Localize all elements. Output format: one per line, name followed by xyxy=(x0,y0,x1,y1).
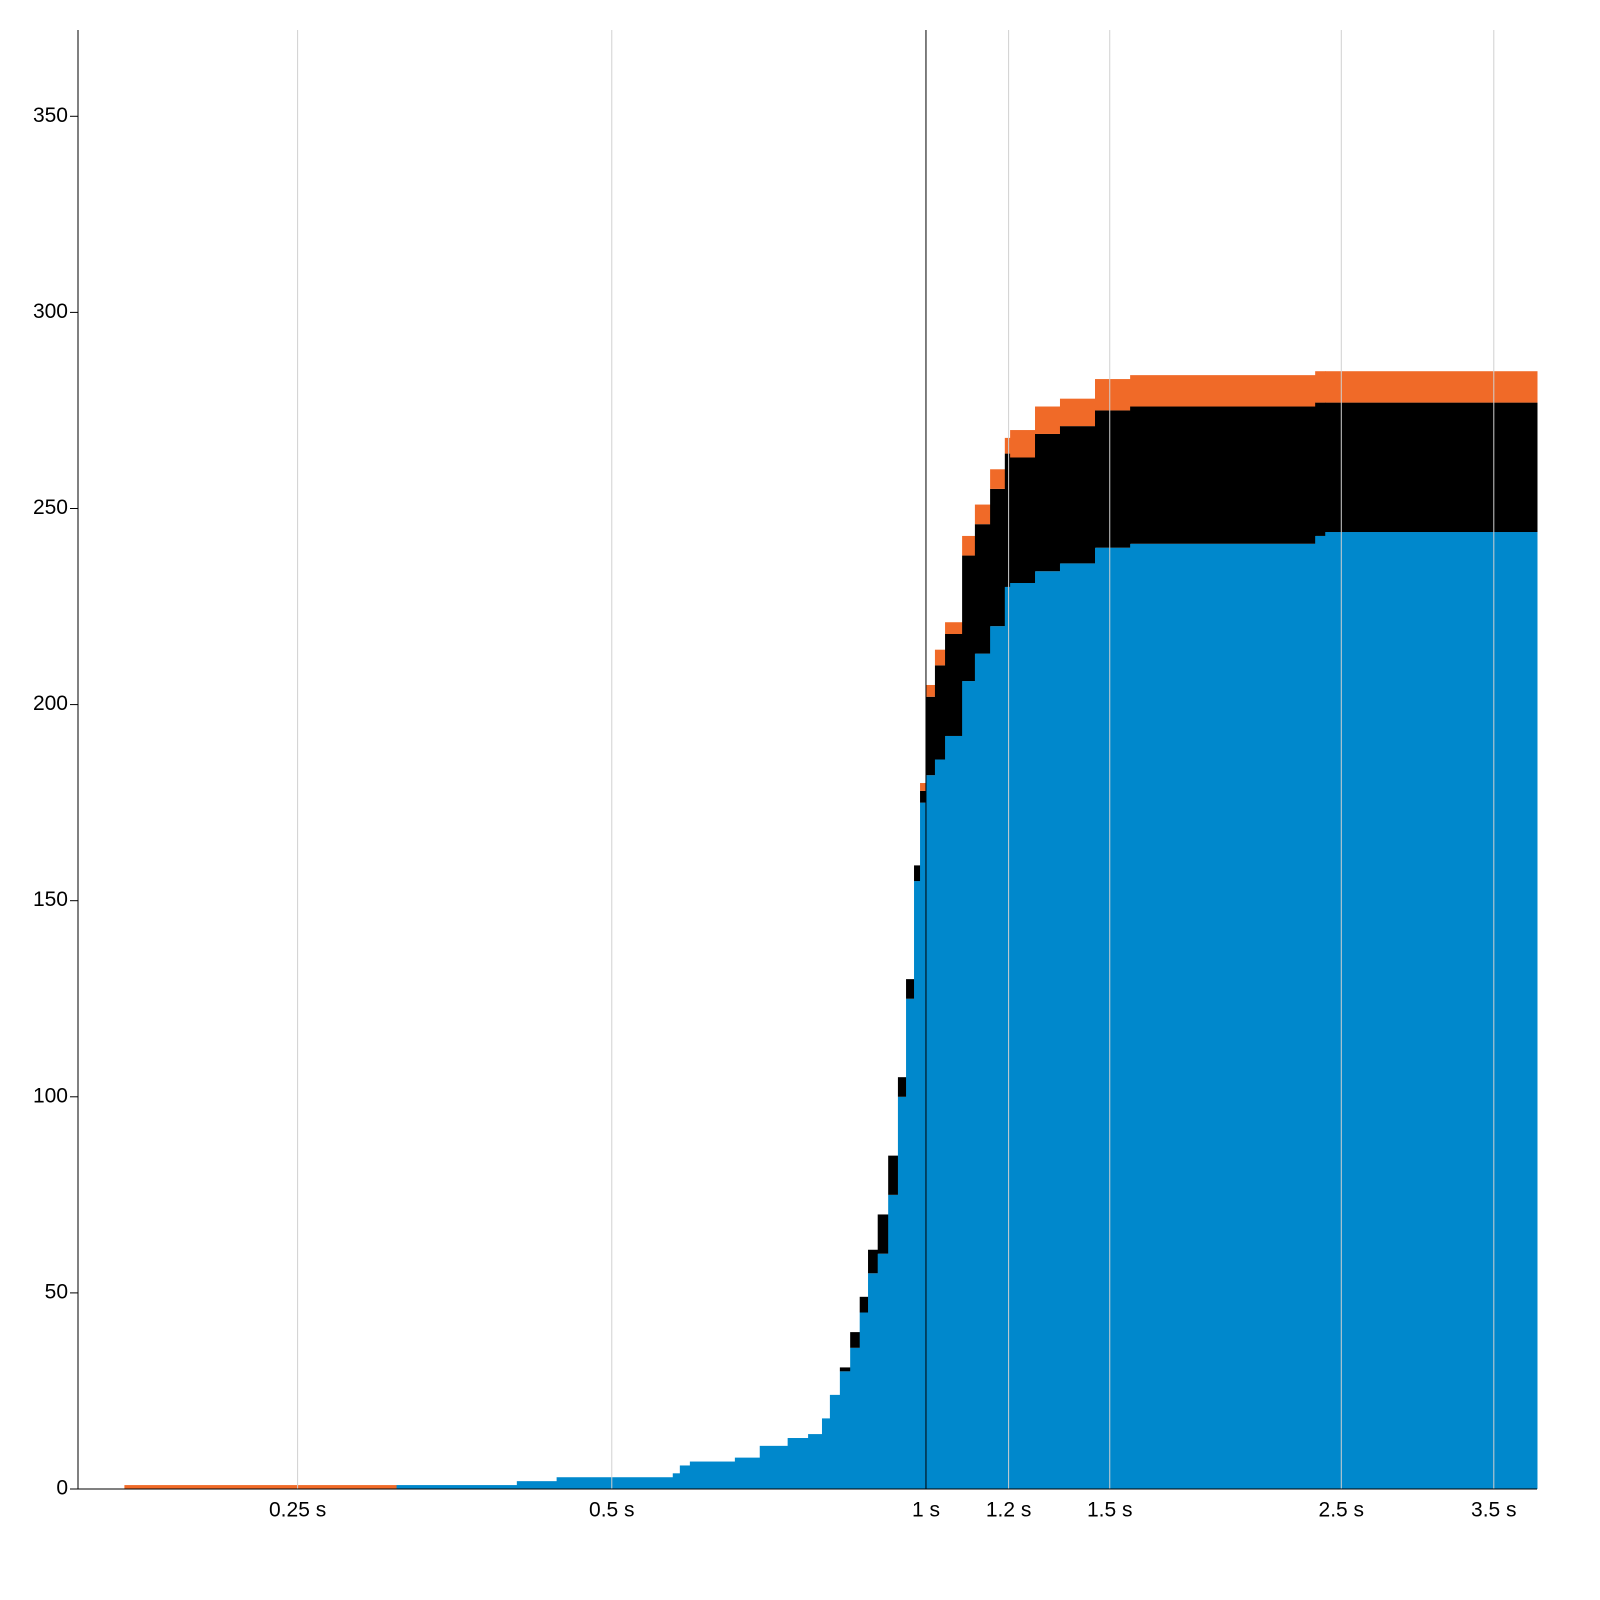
step-segment xyxy=(897,1096,907,1489)
y-tick-label: 100 xyxy=(33,1084,68,1107)
step-segment xyxy=(839,1371,851,1489)
step-segment xyxy=(808,1434,823,1489)
step-segment xyxy=(850,1347,861,1489)
step-segment xyxy=(679,1465,691,1489)
step-segment xyxy=(888,1194,899,1489)
step-segment xyxy=(925,775,936,1489)
step-segment xyxy=(821,1418,831,1489)
step-segment xyxy=(1059,426,1096,564)
y-tick-label: 0 xyxy=(56,1477,68,1500)
step-segment xyxy=(839,1367,851,1372)
step-segment xyxy=(945,633,963,736)
step-segment xyxy=(516,1481,558,1489)
step-segment xyxy=(859,1312,869,1489)
step-segment xyxy=(990,488,1006,627)
y-tick-label: 250 xyxy=(33,496,68,519)
step-segment xyxy=(990,626,1006,1489)
step-segment xyxy=(1035,433,1061,572)
step-segment xyxy=(859,1296,869,1313)
step-segment xyxy=(945,622,963,634)
step-segment xyxy=(990,469,1006,489)
step-segment xyxy=(962,681,976,1489)
step-segment xyxy=(556,1477,674,1489)
step-segment xyxy=(1130,543,1316,1489)
step-segment xyxy=(1130,406,1316,544)
step-segment xyxy=(829,1394,841,1489)
x-tick-label: 1.5 s xyxy=(1087,1499,1133,1522)
step-segment xyxy=(1315,535,1326,1489)
y-tick-label: 300 xyxy=(33,300,68,323)
x-tick-label: 3.5 s xyxy=(1471,1499,1517,1522)
step-segment xyxy=(1004,586,1011,1489)
step-segment xyxy=(1004,453,1011,587)
step-segment xyxy=(734,1457,761,1489)
step-segment xyxy=(962,535,976,556)
y-tick-label: 350 xyxy=(33,104,68,127)
y-tick-label: 150 xyxy=(33,888,68,911)
step-segment xyxy=(689,1461,736,1489)
step-segment xyxy=(934,759,946,1489)
step-segment xyxy=(1010,430,1036,458)
step-segment xyxy=(1315,402,1326,536)
step-segment xyxy=(1095,379,1131,411)
x-tick-label: 2.5 s xyxy=(1319,1499,1365,1522)
step-segment xyxy=(1130,375,1316,407)
step-segment xyxy=(925,684,936,697)
step-segment xyxy=(914,881,921,1489)
step-segment xyxy=(787,1438,809,1489)
step-segment xyxy=(920,790,927,803)
step-segment xyxy=(962,555,976,682)
step-segment xyxy=(920,783,927,791)
step-segment xyxy=(1325,402,1538,533)
step-segment xyxy=(974,524,991,654)
x-tick-label: 0.25 s xyxy=(269,1499,326,1522)
step-segment xyxy=(974,653,991,1489)
step-segment xyxy=(877,1214,889,1254)
step-segment xyxy=(877,1253,889,1489)
step-segment xyxy=(897,1077,907,1097)
step-segment xyxy=(396,1485,518,1489)
step-segment xyxy=(906,979,915,999)
step-segment xyxy=(888,1155,899,1195)
step-segment xyxy=(925,696,936,776)
step-segment xyxy=(1095,547,1131,1489)
step-segment xyxy=(934,649,946,666)
step-segment xyxy=(124,1485,398,1489)
step-segment xyxy=(1059,398,1096,427)
step-segment xyxy=(672,1473,681,1489)
step-segment xyxy=(1095,410,1131,548)
step-segment xyxy=(1325,532,1538,1489)
step-segment xyxy=(1010,457,1036,584)
y-tick-label: 50 xyxy=(45,1280,68,1303)
step-segment xyxy=(934,665,946,760)
x-tick-label: 1.2 s xyxy=(986,1499,1032,1522)
y-tick-label: 200 xyxy=(33,692,68,715)
x-tick-label: 1 s xyxy=(912,1499,940,1522)
step-segment xyxy=(1315,371,1326,403)
step-segment xyxy=(1035,571,1061,1489)
step-segment xyxy=(1059,563,1096,1489)
step-segment xyxy=(914,865,921,882)
step-segment xyxy=(850,1332,861,1348)
x-tick-label: 0.5 s xyxy=(589,1499,635,1522)
step-segment xyxy=(1325,371,1538,403)
step-segment xyxy=(868,1273,879,1489)
step-segment xyxy=(920,802,927,1489)
step-segment xyxy=(906,998,915,1489)
step-segment xyxy=(1035,406,1061,434)
step-segment xyxy=(945,735,963,1489)
step-segment xyxy=(1004,437,1011,454)
step-segment xyxy=(974,504,991,525)
step-segment xyxy=(868,1249,879,1274)
step-segment xyxy=(759,1445,789,1489)
step-segment xyxy=(1010,583,1036,1489)
